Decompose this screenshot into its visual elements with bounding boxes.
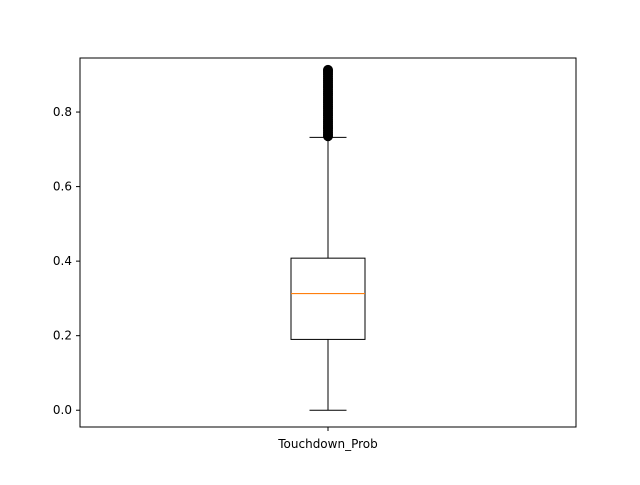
y-tick-label: 0.0 <box>53 403 72 417</box>
y-tick-label: 0.6 <box>53 180 72 194</box>
outlier-point <box>323 64 333 75</box>
x-tick-label: Touchdown_Prob <box>277 437 377 451</box>
iqr-box <box>290 257 366 340</box>
y-tick-label: 0.2 <box>53 329 72 343</box>
y-tick-label: 0.8 <box>53 105 72 119</box>
y-tick-label: 0.4 <box>53 254 72 268</box>
